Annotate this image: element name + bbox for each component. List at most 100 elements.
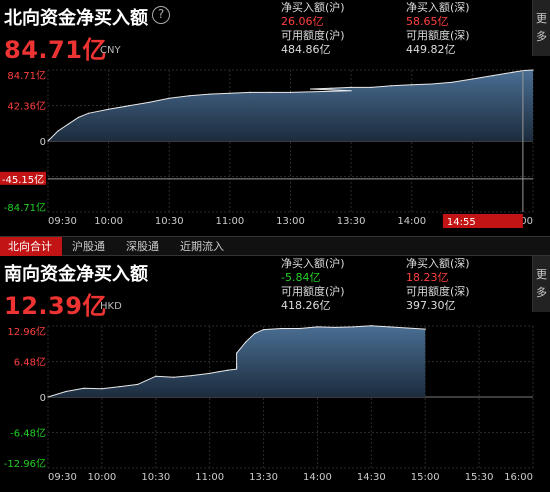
sz-quota-label: 可用额度(深): [406, 285, 470, 298]
data-point: [424, 328, 426, 330]
data-point: [87, 112, 90, 114]
tab-recent-inflow[interactable]: 近期流入: [180, 240, 224, 253]
x-tick-label: 09:30: [48, 216, 77, 227]
data-point: [512, 71, 514, 73]
data-point: [310, 88, 312, 90]
x-tick-label: 13:30: [249, 472, 278, 483]
north-net-value: 84.71亿: [4, 36, 107, 64]
sz-quota-value: 449.82亿: [406, 43, 456, 56]
south-more-button[interactable]: 更多: [532, 256, 550, 312]
data-point: [330, 87, 332, 89]
data-point: [236, 366, 238, 369]
data-point: [334, 326, 337, 329]
x-tick-label: 09:30: [48, 472, 77, 483]
north-title: 北向资金净买入额: [4, 8, 148, 29]
x-tick-label: 11:00: [195, 472, 224, 483]
data-point: [173, 376, 175, 378]
cursor-time-box: [442, 214, 523, 228]
data-point: [269, 91, 271, 93]
sz-quota-label: 可用额度(深): [406, 29, 470, 42]
data-point: [370, 86, 372, 88]
x-tick-label: 10:30: [155, 216, 184, 227]
data-point: [67, 123, 69, 125]
data-point: [236, 363, 238, 365]
data-point: [236, 352, 238, 354]
sh-net-label: 净买入额(沪): [281, 257, 345, 270]
data-point: [411, 84, 413, 86]
data-point: [532, 69, 534, 71]
sz-net-value: 18.23亿: [406, 271, 449, 284]
x-tick-label: 14:30: [357, 472, 386, 483]
y-tick-label: 12.96亿: [7, 325, 46, 338]
y-tick-label: -12.96亿: [4, 457, 46, 470]
south-panel: 南向资金净买入额 12.39亿 HKD 净买入额(沪) -5.84亿 可用额度(…: [0, 256, 550, 492]
data-point: [388, 326, 390, 328]
cursor-value-label: -45.15亿: [2, 173, 44, 186]
data-point: [119, 385, 121, 388]
data-point: [406, 327, 408, 329]
x-tick-label: 11:00: [215, 216, 244, 227]
data-point: [352, 326, 354, 328]
data-point: [370, 325, 372, 327]
data-point: [451, 81, 453, 83]
data-point: [209, 372, 211, 375]
data-point: [253, 332, 256, 335]
data-point: [350, 90, 352, 92]
y-tick-label: -84.71亿: [4, 201, 46, 214]
data-point: [236, 365, 238, 367]
data-point: [77, 116, 79, 119]
data-point: [244, 341, 247, 343]
data-point: [101, 388, 103, 390]
data-point: [471, 78, 473, 80]
data-point: [57, 130, 59, 132]
sz-net-label: 净买入额(深): [406, 257, 470, 270]
data-point: [47, 396, 49, 398]
cursor-time-label: 14:55: [447, 217, 476, 228]
tab-sh-connect[interactable]: 沪股通: [72, 240, 105, 253]
north-more-button[interactable]: 更多: [532, 0, 550, 56]
tab-north-total[interactable]: 北向合计: [0, 237, 62, 256]
x-tick-label: 10:30: [141, 472, 170, 483]
data-point: [280, 327, 283, 330]
sz-quota-value: 397.30亿: [406, 299, 456, 312]
area-fill: [48, 70, 533, 141]
data-point: [350, 86, 352, 88]
tab-sz-connect[interactable]: 深股通: [126, 240, 159, 253]
data-point: [316, 326, 319, 328]
north-chart[interactable]: 84.71亿42.36亿0-42.36亿-84.71亿09:3010:0010:…: [0, 56, 550, 236]
data-point: [236, 368, 238, 370]
x-tick-label: 14:00: [397, 216, 426, 227]
y-tick-label: 6.48亿: [14, 356, 46, 369]
x-tick-label: 14:00: [303, 472, 332, 483]
help-icon[interactable]: ?: [152, 6, 170, 24]
more-label: 更多: [536, 12, 547, 43]
north-currency: CNY: [100, 45, 121, 56]
sh-quota-value: 418.26亿: [281, 299, 331, 312]
x-tick-label: 13:00: [276, 216, 305, 227]
north-tab-bar: 北向合计 沪股通 深股通 近期流入: [0, 236, 550, 256]
sh-net-value: 26.06亿: [281, 15, 324, 28]
sh-quota-value: 484.86亿: [281, 43, 331, 56]
data-point: [289, 91, 292, 93]
y-tick-label: 84.71亿: [7, 69, 46, 82]
data-point: [168, 97, 170, 99]
data-point: [148, 101, 150, 104]
south-title: 南向资金净买入额: [4, 264, 148, 285]
more-label: 更多: [536, 268, 547, 299]
south-net-value: 12.39亿: [4, 292, 107, 320]
data-point: [188, 95, 191, 97]
sz-net-label: 净买入额(深): [406, 1, 470, 14]
data-point: [262, 329, 265, 331]
data-point: [249, 91, 251, 93]
data-point: [128, 105, 130, 107]
data-point: [229, 92, 231, 94]
data-point: [83, 387, 85, 389]
data-point: [191, 375, 193, 377]
data-point: [298, 327, 301, 330]
sz-net-value: 58.65亿: [406, 15, 449, 28]
data-point: [65, 390, 67, 393]
data-point: [227, 369, 229, 371]
data-point: [491, 75, 494, 77]
data-point: [218, 371, 220, 373]
